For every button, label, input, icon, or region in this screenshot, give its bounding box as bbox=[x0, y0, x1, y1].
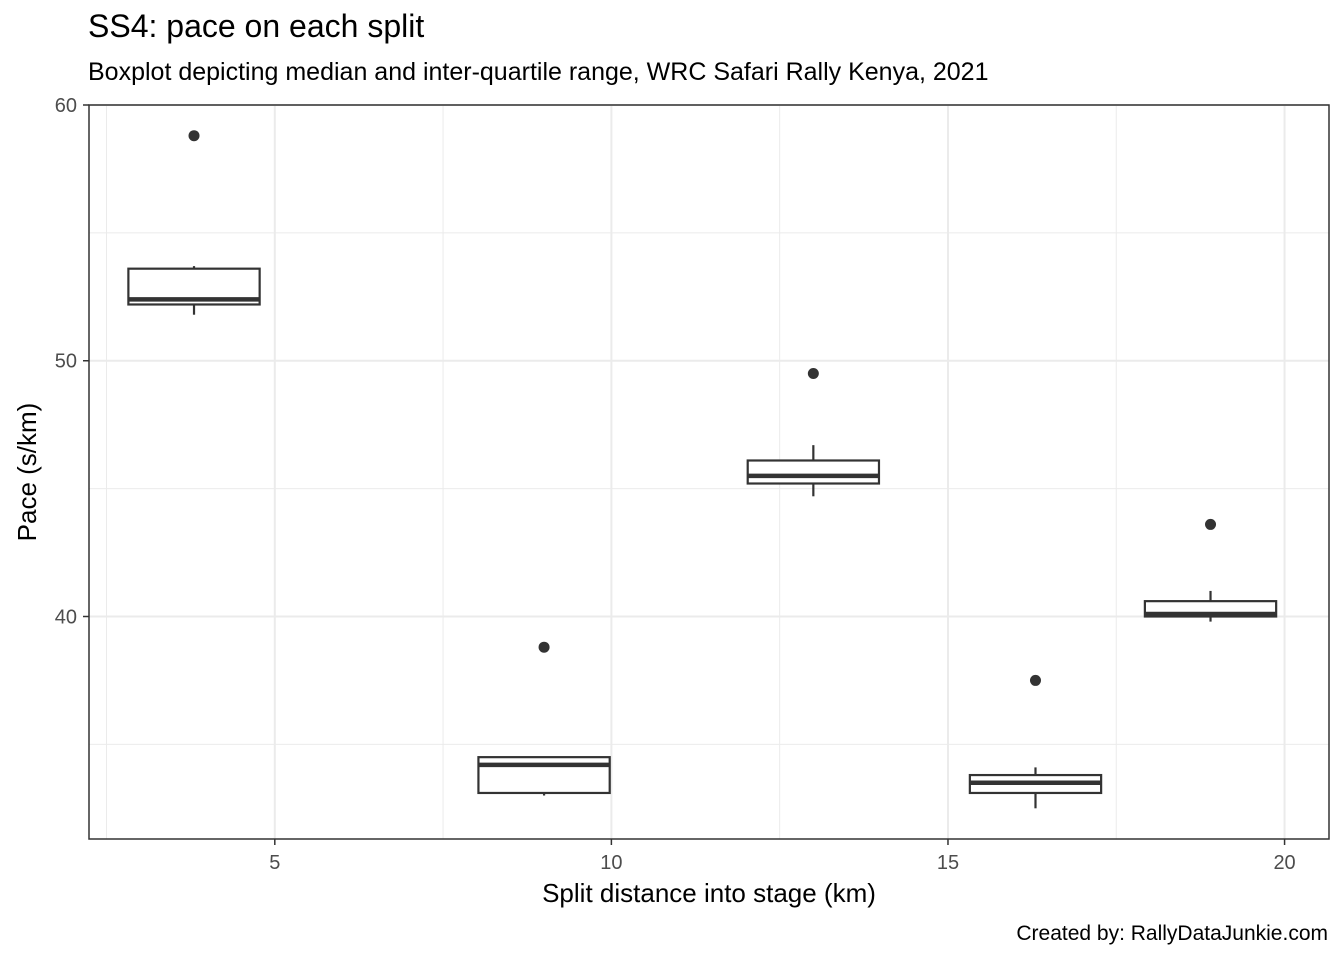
outlier-point bbox=[807, 368, 819, 380]
y-axis-title: Pace (s/km) bbox=[12, 403, 42, 542]
box-group bbox=[746, 368, 881, 497]
outlier-point bbox=[538, 641, 550, 653]
outlier-point bbox=[188, 130, 200, 142]
grid-lines bbox=[89, 104, 1329, 839]
iqr-box bbox=[477, 756, 611, 795]
box-group bbox=[477, 641, 611, 796]
box-series bbox=[127, 130, 1278, 809]
x-axis-title: Split distance into stage (km) bbox=[542, 878, 876, 908]
x-tick-label: 20 bbox=[1273, 852, 1295, 874]
outlier-point bbox=[1205, 518, 1217, 530]
y-tick-label: 50 bbox=[55, 351, 77, 373]
chart-caption: Created by: RallyDataJunkie.com bbox=[1016, 922, 1328, 945]
x-tick-label: 10 bbox=[600, 852, 622, 874]
y-tick-label: 60 bbox=[55, 95, 77, 117]
axis-ticks: 5 10 15 20 40 50 60 bbox=[55, 95, 1296, 874]
iqr-box bbox=[746, 459, 881, 485]
box-group bbox=[968, 674, 1103, 809]
chart-title: SS4: pace on each split bbox=[88, 8, 425, 44]
x-tick-label: 5 bbox=[269, 852, 280, 874]
outlier-point bbox=[1029, 674, 1041, 686]
chart-subtitle: Boxplot depicting median and inter-quart… bbox=[88, 58, 989, 86]
box-group bbox=[127, 130, 261, 315]
y-tick-label: 40 bbox=[55, 606, 77, 628]
box-group bbox=[1143, 518, 1278, 622]
x-tick-label: 15 bbox=[937, 852, 959, 874]
panel-border bbox=[88, 104, 1330, 840]
